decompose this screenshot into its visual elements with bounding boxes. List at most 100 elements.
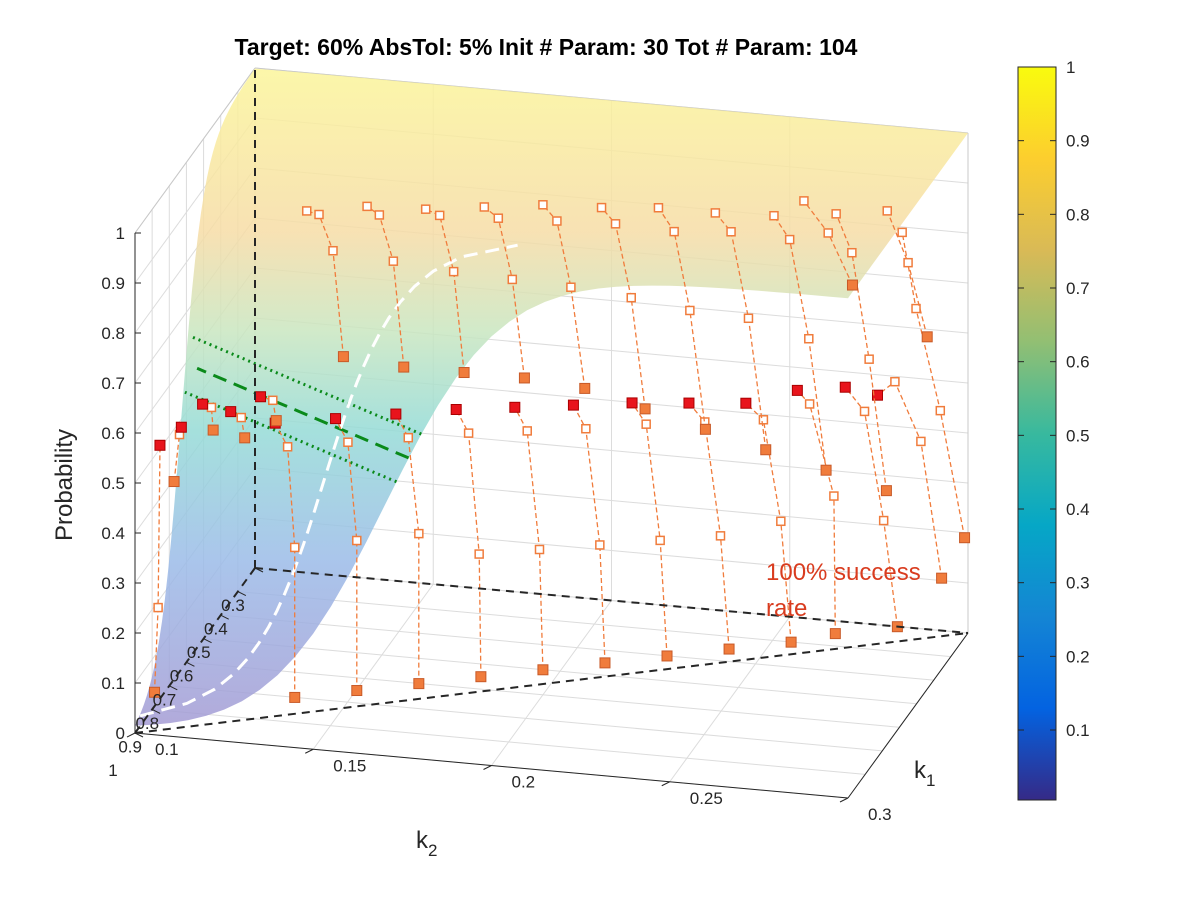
initial-point	[168, 476, 180, 488]
initial-point	[959, 532, 971, 544]
sample-point	[799, 196, 809, 206]
sample-point	[776, 516, 786, 527]
x-tick-label: 0.25	[690, 789, 723, 808]
trajectory-line	[796, 389, 836, 634]
converged-point	[740, 397, 752, 409]
trajectory-line	[572, 404, 606, 663]
sample-point	[301, 206, 312, 216]
sample-point	[903, 257, 913, 268]
y-tick	[220, 614, 229, 620]
colorbar-tick-label: 0.1	[1066, 721, 1090, 740]
z-tick-label: 0.1	[101, 674, 125, 693]
colorbar-tick-label: 0.3	[1066, 574, 1090, 593]
sample-point	[641, 419, 651, 429]
z-tick-label: 0.2	[101, 624, 125, 643]
sample-point	[897, 227, 907, 238]
z-tick-label: 0.4	[101, 524, 125, 543]
sample-point	[474, 549, 484, 559]
xlabel-main: k	[914, 757, 927, 784]
converged-point	[390, 408, 402, 420]
colorbar-tick-label: 0.8	[1066, 205, 1090, 224]
z-tick-label: 0.6	[101, 424, 125, 443]
sample-point	[726, 227, 736, 237]
z-tick-label: 0.3	[101, 574, 125, 593]
sample-point	[403, 432, 414, 443]
surface-fill	[135, 68, 968, 726]
y-tick	[203, 638, 212, 644]
initial-point	[398, 361, 410, 373]
initial-point	[785, 636, 797, 648]
converged-point	[626, 397, 638, 409]
trajectory-line	[631, 402, 668, 657]
y-tick-label: 0.8	[135, 714, 159, 733]
sample-point	[448, 266, 459, 277]
sample-point	[268, 395, 278, 406]
trajectory-line	[688, 402, 730, 650]
y-tick	[169, 685, 178, 691]
z-tick-label: 0.5	[101, 474, 125, 493]
trajectory-line	[395, 413, 420, 684]
trajectories	[149, 196, 971, 703]
z-tick-label: 0.8	[101, 324, 125, 343]
success-rate-annotation: 100% success rate	[766, 559, 921, 622]
colorbar-tick-label: 0.9	[1066, 132, 1090, 151]
initial-point	[518, 372, 530, 384]
initial-point	[936, 572, 948, 584]
converged-point	[330, 413, 342, 425]
sample-point	[743, 313, 754, 324]
sample-point	[362, 201, 372, 212]
sample-point	[282, 442, 293, 452]
annotation-line-2: rate	[766, 595, 807, 622]
sample-point	[847, 247, 857, 258]
y-axis-label: k2	[416, 827, 437, 860]
floor-left-dashed	[134, 567, 256, 734]
sample-point	[653, 203, 664, 213]
trajectory-line	[366, 205, 405, 368]
z-tick-label: 0.7	[101, 374, 125, 393]
y-tick-label: 0.7	[153, 690, 177, 709]
colorbar-tick-label: 0.7	[1066, 279, 1090, 298]
x-tick-label: 0.3	[868, 805, 892, 824]
sample-point	[804, 399, 815, 409]
x-tick	[839, 797, 849, 803]
z-tick-label: 1	[116, 224, 125, 243]
sample-point	[434, 210, 445, 221]
trajectory-line	[274, 422, 296, 698]
sample-point	[823, 228, 833, 238]
trajectory-line	[542, 204, 586, 389]
initial-point	[599, 657, 611, 669]
x-tick	[126, 732, 136, 738]
converged-point	[450, 404, 462, 415]
initial-point	[239, 432, 251, 444]
xlabel-text: k1	[914, 757, 935, 790]
initial-point	[820, 464, 832, 476]
x-tick	[661, 781, 670, 787]
ylabel-sub: 2	[428, 841, 437, 860]
x-gridline	[312, 583, 434, 750]
x-gridline	[491, 600, 612, 766]
sample-point	[552, 216, 562, 226]
sample-point	[626, 292, 636, 303]
sample-point	[314, 209, 324, 220]
trajectory-line	[844, 386, 899, 627]
initial-point	[207, 424, 219, 436]
axes: 00.10.20.30.40.50.60.70.80.9110.90.80.70…	[101, 68, 969, 824]
sample-point	[610, 219, 621, 229]
colorbar: 0.1 0.2 0.3 0.4 0.5 0.6 0.7 0.8 0.9 1	[1017, 58, 1090, 801]
colorbar-gradient	[1017, 66, 1057, 801]
converged-point	[683, 397, 695, 409]
initial-point	[760, 444, 772, 456]
sample-point	[352, 535, 362, 546]
x-tick-label: 0.2	[512, 773, 536, 792]
trajectory-line	[601, 207, 646, 409]
initial-point	[289, 691, 301, 703]
sample-point	[669, 226, 679, 237]
trajectory-line	[425, 208, 465, 373]
annotation-line-1: 100% success	[766, 559, 921, 586]
sample-point	[374, 210, 385, 220]
converged-point	[839, 381, 851, 393]
converged-point	[791, 384, 803, 396]
sample-point	[864, 354, 874, 364]
converged-point	[567, 399, 579, 411]
initial-point	[351, 685, 363, 697]
